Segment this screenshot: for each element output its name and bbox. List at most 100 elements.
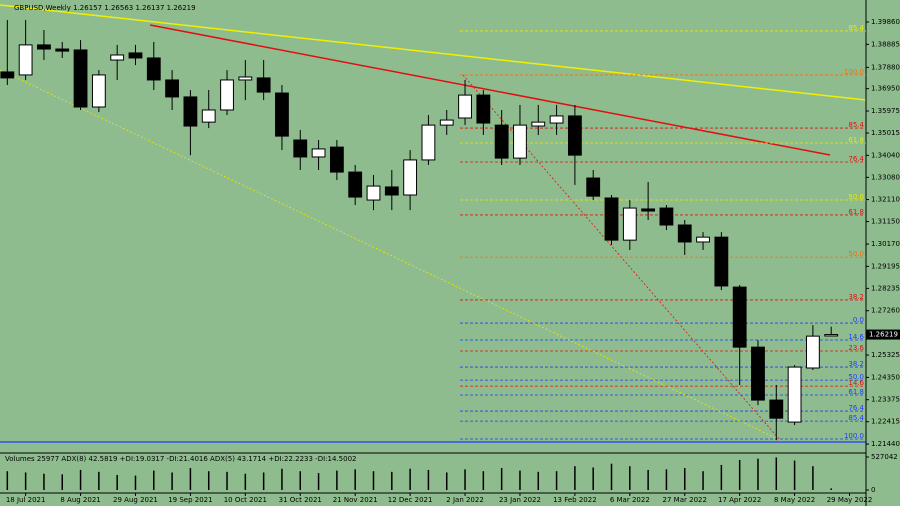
y-tick-label: 1.32110: [871, 196, 900, 204]
candle-body: [513, 124, 527, 159]
candle-body: [567, 115, 582, 156]
current-price-box: [866, 329, 900, 340]
x-tick-label: 27 Mar 2022: [663, 496, 707, 504]
trend-line: [0, 4, 867, 101]
y-tick-label: 1.30170: [871, 240, 900, 248]
candle-body: [55, 48, 70, 52]
trend-line: [149, 24, 831, 156]
level-label: 50.0: [848, 373, 864, 381]
x-tick-label: 13 Feb 2022: [553, 496, 597, 504]
x-tick-label: 10 Oct 2021: [224, 496, 267, 504]
x-tick-label: 31 Oct 2021: [279, 496, 322, 504]
candle-body: [311, 148, 326, 158]
level-label: 38.2: [848, 293, 864, 301]
candle-body: [275, 92, 289, 137]
candle-body: [256, 77, 271, 93]
x-tick-label: 21 Nov 2021: [333, 496, 378, 504]
x-tick-label: 17 Apr 2022: [718, 496, 761, 504]
x-tick-label: 23 Jan 2022: [499, 496, 541, 504]
candle-body: [787, 366, 802, 423]
candle-body: [714, 236, 729, 287]
candle-body: [73, 49, 88, 108]
candle-body: [146, 57, 161, 81]
candle-body: [329, 146, 344, 173]
candle-body: [769, 399, 784, 419]
y-tick-label: 1.37880: [871, 63, 900, 71]
level-label: 100.0: [844, 432, 864, 440]
level-label: 61.8: [848, 388, 864, 396]
candle-body: [384, 186, 399, 196]
level-label: 61.8: [848, 208, 864, 216]
level-label: 14.6: [848, 379, 864, 387]
level-label: 76.4: [848, 404, 864, 412]
level-label: 50.0: [848, 250, 864, 258]
y-tick-label: 1.22415: [871, 418, 900, 426]
x-tick-label: 18 Jul 2021: [6, 496, 46, 504]
candle-body: [751, 346, 765, 401]
y-tick-label: 1.21440: [871, 440, 900, 448]
candle-body: [110, 54, 125, 61]
y-tick-label: 1.28235: [871, 284, 900, 292]
indicator-tick-label: 0: [871, 486, 875, 494]
candle-body: [293, 139, 308, 158]
chart-title: GBPUSD,Weekly 1.26157 1.26563 1.26137 1.…: [14, 4, 196, 12]
x-tick-label: 12 Dec 2021: [388, 496, 433, 504]
y-tick-label: 1.36950: [871, 85, 900, 93]
y-tick-label: 1.35015: [871, 129, 900, 137]
candle-body: [439, 119, 454, 126]
y-tick-label: 1.34040: [871, 151, 900, 159]
candle-body: [165, 79, 180, 98]
x-tick-label: 29 Aug 2021: [113, 496, 158, 504]
candle-body: [37, 44, 51, 50]
candle-body: [494, 124, 509, 159]
candle-body: [677, 224, 692, 243]
candle-body: [201, 109, 216, 123]
candle-body: [622, 207, 637, 241]
candle-body: [732, 286, 747, 348]
level-label: 85.4: [848, 24, 864, 32]
candle-body: [476, 94, 491, 124]
level-label: 85.4: [848, 414, 864, 422]
y-tick-label: 1.35975: [871, 107, 900, 115]
indicator-title: Volumes 25977 ADX(8) 42.5819 +DI:19.0317…: [5, 455, 356, 463]
x-tick-label: 8 May 2022: [774, 496, 815, 504]
y-tick-label: 1.31150: [871, 218, 900, 226]
level-label: 76.4: [848, 155, 864, 163]
candle-body: [421, 124, 436, 161]
candle-body: [348, 171, 363, 198]
level-label: 50.0: [848, 193, 864, 201]
level-label: 0.0: [853, 316, 864, 324]
y-tick-label: 1.33080: [871, 173, 900, 181]
indicator-tick-label: 527042: [871, 453, 898, 461]
candle-body: [805, 335, 820, 369]
candle-body: [403, 159, 418, 196]
candle-body: [549, 115, 564, 124]
level-label: 100.0: [844, 68, 864, 76]
candle-body: [531, 121, 546, 127]
level-label: 14.6: [848, 333, 864, 341]
x-tick-label: 6 Mar 2022: [610, 496, 650, 504]
candle-body: [0, 71, 15, 79]
candle-body: [128, 52, 143, 59]
candle-body: [220, 79, 234, 111]
y-tick-label: 1.39860: [871, 18, 900, 26]
level-label: 61.8: [848, 136, 864, 144]
candle-body: [641, 208, 656, 212]
level-label: 23.6: [848, 344, 864, 352]
x-tick-label: 8 Aug 2021: [60, 496, 100, 504]
candle-body: [824, 334, 839, 337]
candle-body: [458, 94, 472, 119]
y-tick-label: 1.25325: [871, 351, 900, 359]
y-tick-label: 1.38885: [871, 40, 900, 48]
y-tick-label: 1.27260: [871, 307, 900, 315]
y-tick-label: 1.24350: [871, 373, 900, 381]
candle-body: [238, 76, 253, 81]
candle-body: [586, 177, 601, 197]
y-tick-label: 1.29195: [871, 262, 900, 270]
x-tick-label: 2 Jan 2022: [446, 496, 484, 504]
candle-body: [18, 44, 33, 76]
x-tick-label: 29 May 2022: [827, 496, 873, 504]
candle-body: [659, 207, 674, 226]
current-price-label: 1.26219: [869, 331, 898, 339]
